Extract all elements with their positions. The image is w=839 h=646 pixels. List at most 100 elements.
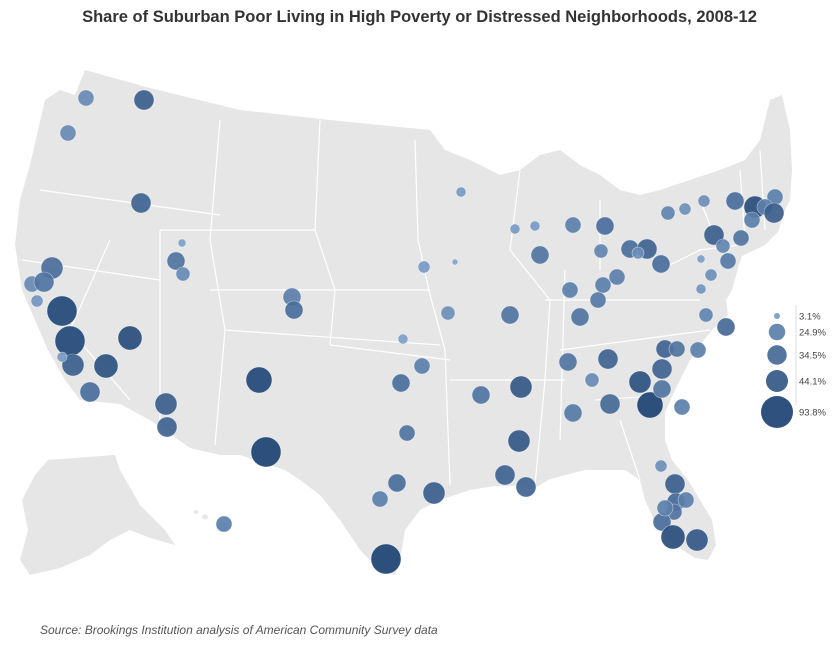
- legend-bubble: [768, 323, 786, 341]
- hawaii-island: [202, 514, 208, 520]
- metro-bubble: [455, 186, 467, 198]
- metro-bubble: [509, 375, 533, 399]
- metro-bubble: [695, 283, 707, 295]
- metro-bubble: [689, 341, 707, 359]
- metro-bubble: [245, 366, 273, 394]
- metro-bubble: [215, 515, 233, 533]
- metro-bubble: [370, 543, 402, 575]
- metro-bubble: [704, 268, 718, 282]
- metro-bubble: [61, 353, 85, 377]
- alaska-shape: [20, 455, 175, 575]
- metro-bubble: [697, 194, 711, 208]
- metro-bubble: [597, 348, 619, 370]
- metro-bubble: [93, 353, 119, 379]
- metro-bubble: [743, 211, 761, 229]
- metro-bubble: [417, 260, 431, 274]
- metro-bubble: [391, 373, 411, 393]
- metro-bubble: [685, 528, 709, 552]
- metro-bubble: [732, 229, 750, 247]
- metro-bubble: [594, 276, 612, 294]
- contiguous-us-shape: [15, 70, 792, 575]
- metro-bubble: [677, 491, 695, 509]
- metro-bubble: [698, 307, 714, 323]
- metro-bubble: [507, 429, 531, 453]
- metro-bubble: [177, 238, 187, 248]
- metro-bubble: [589, 291, 607, 309]
- metro-bubble: [716, 317, 736, 337]
- metro-bubble: [561, 281, 579, 299]
- metro-bubble: [608, 268, 626, 286]
- legend-label: 44.1%: [799, 377, 826, 388]
- metro-bubble: [284, 300, 304, 320]
- metro-bubble: [471, 385, 491, 405]
- metro-bubble: [422, 481, 446, 505]
- metro-bubble: [593, 243, 609, 259]
- metro-bubble: [451, 258, 459, 266]
- metro-bubble: [130, 192, 152, 214]
- legend-bubble: [766, 370, 788, 392]
- metro-bubble: [570, 307, 590, 327]
- metro-bubble: [494, 464, 516, 486]
- metro-bubble: [595, 216, 615, 236]
- metro-bubble: [175, 266, 191, 282]
- metro-bubble: [133, 89, 155, 111]
- metro-bubble: [509, 223, 521, 235]
- legend-label: 3.1%: [799, 312, 821, 323]
- metro-bubble: [156, 416, 178, 438]
- legend-label: 34.5%: [799, 351, 826, 362]
- metro-bubble: [715, 238, 731, 254]
- metro-bubble: [77, 89, 95, 107]
- metro-bubble: [660, 524, 686, 550]
- metro-bubble: [652, 379, 672, 399]
- metro-bubble: [678, 202, 692, 216]
- legend-bubble: [774, 313, 780, 319]
- map-title: Share of Suburban Poor Living in High Po…: [82, 8, 757, 26]
- metro-bubble: [564, 216, 582, 234]
- metro-bubble: [56, 351, 68, 363]
- metro-bubble: [636, 391, 664, 419]
- metro-bubble: [763, 202, 785, 224]
- metro-bubble: [515, 476, 537, 498]
- metro-bubble: [628, 370, 652, 394]
- metro-bubble: [398, 424, 416, 442]
- metro-bubble: [397, 333, 409, 345]
- metro-bubble: [725, 191, 745, 211]
- metro-bubble: [664, 473, 686, 495]
- metro-bubble: [54, 325, 86, 357]
- metro-bubble: [719, 252, 737, 270]
- metro-bubble: [500, 305, 520, 325]
- metro-bubble: [529, 220, 541, 232]
- metro-bubble: [530, 245, 550, 265]
- metro-bubble: [117, 325, 143, 351]
- metro-bubble: [30, 294, 44, 308]
- metro-bubble: [631, 246, 645, 260]
- metro-bubble: [154, 392, 178, 416]
- metro-bubble: [599, 393, 621, 415]
- metro-bubble: [440, 305, 456, 321]
- metro-bubble: [250, 436, 282, 468]
- source-note: Source: Brookings Institution analysis o…: [40, 623, 438, 637]
- metro-bubble: [654, 459, 668, 473]
- metro-bubble: [651, 358, 673, 380]
- metro-bubble: [166, 251, 186, 271]
- metro-bubble: [651, 254, 671, 274]
- metro-bubble: [656, 499, 674, 517]
- metro-bubble: [668, 340, 686, 358]
- hawaii-island: [193, 510, 199, 514]
- metro-bubble: [387, 473, 407, 493]
- bubble-layer: [23, 89, 785, 575]
- metro-bubble: [371, 490, 389, 508]
- metro-bubble: [46, 295, 78, 327]
- metro-bubble: [33, 271, 55, 293]
- metro-bubble: [660, 205, 676, 221]
- legend-bubble: [767, 345, 787, 365]
- legend: 3.1% 24.9% 34.5% 44.1% 93.8%: [761, 305, 826, 428]
- metro-bubble: [584, 372, 600, 388]
- metro-bubble: [563, 403, 583, 423]
- metro-bubble: [558, 352, 578, 372]
- metro-bubble: [673, 398, 691, 416]
- legend-label: 24.9%: [799, 328, 826, 339]
- metro-bubble: [79, 381, 101, 403]
- metro-bubble: [696, 254, 706, 264]
